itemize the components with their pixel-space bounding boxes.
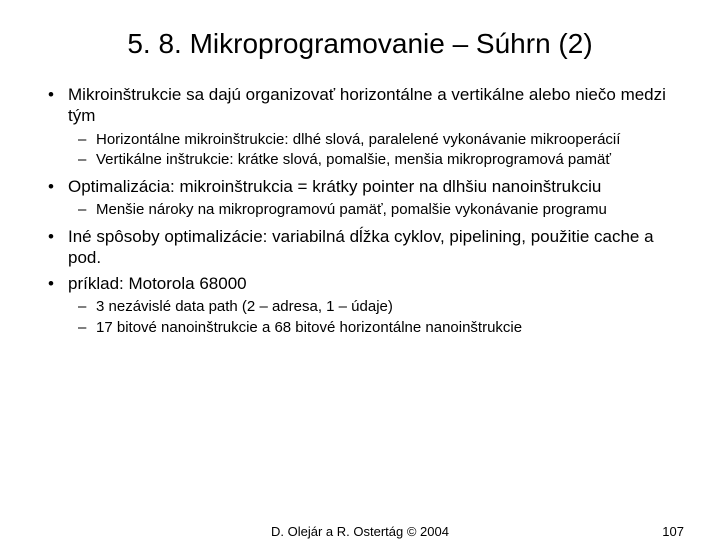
- slide-title: 5. 8. Mikroprogramovanie – Súhrn (2): [40, 28, 680, 60]
- bullet-text: Mikroinštrukcie sa dajú organizovať hori…: [68, 85, 666, 125]
- sub-bullet-item: 3 nezávislé data path (2 – adresa, 1 – ú…: [68, 298, 680, 317]
- slide: 5. 8. Mikroprogramovanie – Súhrn (2) Mik…: [0, 0, 720, 540]
- bullet-item: Iné spôsoby optimalizácie: variabilná dĺ…: [40, 226, 680, 269]
- bullet-text: príklad: Motorola 68000: [68, 274, 247, 293]
- bullet-item: Mikroinštrukcie sa dajú organizovať hori…: [40, 84, 680, 170]
- bullet-text: Iné spôsoby optimalizácie: variabilná dĺ…: [68, 227, 654, 267]
- footer-author: D. Olejár a R. Ostertág © 2004: [0, 524, 720, 539]
- bullet-item: príklad: Motorola 68000 3 nezávislé data…: [40, 273, 680, 338]
- sub-bullet-list: Menšie nároky na mikroprogramovú pamäť, …: [68, 201, 680, 220]
- sub-bullet-item: Horizontálne mikroinštrukcie: dlhé slová…: [68, 131, 680, 150]
- sub-bullet-item: 17 bitové nanoinštrukcie a 68 bitové hor…: [68, 319, 680, 338]
- page-number: 107: [662, 524, 684, 539]
- bullet-list: Mikroinštrukcie sa dajú organizovať hori…: [40, 84, 680, 337]
- sub-bullet-item: Vertikálne inštrukcie: krátke slová, pom…: [68, 151, 680, 170]
- sub-bullet-list: Horizontálne mikroinštrukcie: dlhé slová…: [68, 131, 680, 171]
- bullet-item: Optimalizácia: mikroinštrukcia = krátky …: [40, 176, 680, 220]
- bullet-text: Optimalizácia: mikroinštrukcia = krátky …: [68, 177, 601, 196]
- sub-bullet-item: Menšie nároky na mikroprogramovú pamäť, …: [68, 201, 680, 220]
- sub-bullet-list: 3 nezávislé data path (2 – adresa, 1 – ú…: [68, 298, 680, 338]
